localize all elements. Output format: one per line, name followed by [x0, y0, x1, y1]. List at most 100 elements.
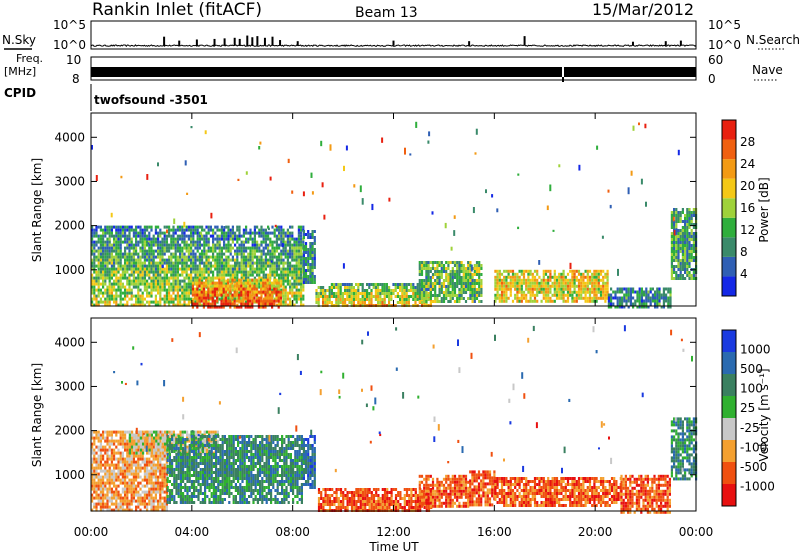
heatmap-cell: [542, 278, 545, 282]
heatmap-cell: [212, 252, 215, 256]
heatmap-cell: [205, 237, 208, 241]
heatmap-cell: [447, 261, 450, 264]
heatmap-cell: [282, 279, 285, 283]
heatmap-cell: [137, 273, 140, 277]
heatmap-cell: [555, 275, 559, 279]
heatmap-cell: [126, 288, 129, 292]
heatmap-cell: [302, 294, 305, 298]
heatmap-cell: [146, 460, 149, 464]
heatmap-cell: [473, 285, 476, 288]
heatmap-cell: [179, 243, 182, 247]
heatmap-cell: [291, 237, 294, 241]
heatmap-cell: [267, 243, 270, 247]
heatmap-cell: [686, 220, 689, 223]
heatmap-cell: [176, 270, 179, 274]
heatmap-cell: [121, 255, 124, 259]
heatmap-cell: [126, 499, 129, 503]
heatmap-cell: [154, 481, 157, 485]
heatmap-cell: [117, 237, 120, 241]
heatmap-cell: [464, 267, 468, 270]
heatmap-cell: [91, 234, 94, 238]
heatmap-cell: [102, 469, 105, 473]
heatmap-cell: [108, 249, 111, 253]
heatmap-cell: [374, 295, 377, 298]
heatmap-cell: [514, 296, 517, 300]
heatmap-cell: [179, 225, 182, 229]
heatmap-cell: [95, 288, 98, 292]
heatmap-cell: [478, 270, 481, 273]
heatmap-cell: [229, 282, 232, 286]
heatmap-cell: [146, 228, 149, 232]
heatmap-cell: [95, 487, 98, 491]
heatmap-cell: [273, 231, 276, 235]
heatmap-cell: [224, 284, 227, 288]
heatmap-cell: [102, 436, 105, 440]
heatmap-cell: [458, 273, 461, 276]
heatmap-cell: [124, 273, 127, 277]
heatmap-cell: [110, 225, 113, 229]
heatmap-cell: [216, 252, 219, 256]
heatmap-cell: [368, 295, 371, 298]
heatmap-cell: [309, 269, 312, 272]
heatmap-cell: [95, 282, 98, 286]
heatmap-cell: [649, 299, 652, 303]
heatmap-cell: [688, 256, 691, 259]
heatmap-cell: [97, 439, 100, 443]
heatmap-cell: [235, 290, 238, 294]
heatmap-cell: [562, 296, 565, 300]
heatmap-cell: [108, 454, 111, 458]
heatmap-cell: [216, 246, 219, 250]
heatmap-cell: [191, 302, 194, 306]
heatmap-cell: [447, 267, 450, 270]
heatmap-cell: [593, 284, 596, 288]
heatmap-cell: [214, 225, 217, 229]
heatmap-cell: [458, 300, 461, 303]
heatmap-cell: [117, 466, 120, 470]
heatmap-cell: [139, 457, 142, 461]
heatmap-cell: [119, 499, 122, 503]
heatmap-cell: [271, 288, 274, 292]
heatmap-cell: [427, 294, 430, 297]
heatmap-cell: [293, 273, 296, 277]
heatmap-cell: [121, 505, 124, 509]
heatmap-cell: [154, 469, 157, 473]
heatmap-cell: [157, 267, 160, 271]
heatmap-cell: [471, 288, 474, 291]
heatmap-cell: [201, 228, 204, 232]
heatmap-cell: [571, 269, 574, 273]
heatmap-cell: [498, 281, 501, 285]
heatmap-cell: [172, 303, 175, 307]
heatmap-cell: [467, 273, 470, 276]
heatmap-cell: [251, 287, 254, 291]
heatmap-cell: [597, 287, 600, 291]
heatmap-cell: [113, 463, 116, 467]
heatmap-cell: [198, 261, 201, 265]
heatmap-cell: [586, 272, 589, 276]
heatmap-cell: [106, 448, 109, 452]
heatmap-cell: [220, 225, 223, 229]
heatmap-cell: [130, 487, 133, 491]
heatmap-cell: [203, 240, 206, 244]
heatmap-cell: [302, 278, 305, 281]
heatmap-cell: [291, 249, 294, 253]
heatmap-cell: [154, 297, 157, 301]
heatmap-cell: [91, 273, 94, 277]
heatmap-cell: [233, 302, 236, 306]
heatmap-cell: [227, 243, 230, 247]
heatmap-cell: [381, 292, 384, 295]
heatmap-cell: [152, 282, 155, 286]
heatmap-cell: [580, 272, 583, 276]
heatmap-cell: [267, 227, 270, 231]
heatmap-cell: [670, 265, 673, 268]
heatmap-cell: [453, 285, 457, 288]
heatmap-cell: [110, 282, 113, 286]
heatmap-cell: [606, 269, 609, 273]
heatmap-cell: [284, 291, 287, 295]
heatmap-cell: [119, 442, 122, 446]
heatmap-cell: [251, 267, 254, 271]
heatmap-cell: [286, 264, 289, 268]
heatmap-cell: [159, 243, 162, 247]
heatmap-cell: [322, 301, 325, 304]
heatmap-cell: [690, 256, 693, 259]
heatmap-cell: [222, 278, 225, 282]
